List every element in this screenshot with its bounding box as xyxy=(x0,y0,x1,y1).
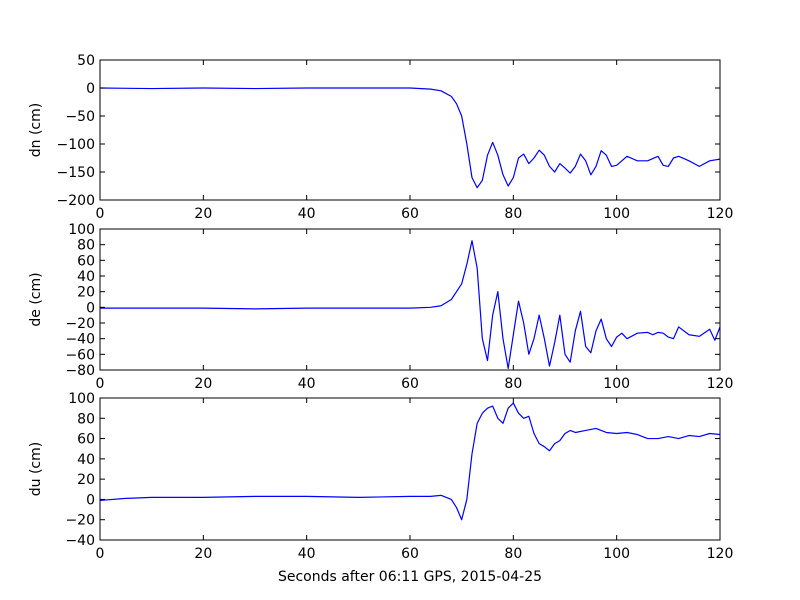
x-tick-label: 0 xyxy=(96,546,105,562)
y-tick-label: 20 xyxy=(77,472,95,488)
subplot-dn: 0 20 40 60 80 100 120 −200 −150 −100 −50 0 50 dn (cm) xyxy=(28,53,733,222)
x-tick-label: 80 xyxy=(504,546,522,562)
x-tick-label: 40 xyxy=(298,376,316,392)
y-tick-label: −50 xyxy=(65,109,95,125)
x-tick-label: 40 xyxy=(298,206,316,222)
x-tick-label: 80 xyxy=(504,206,522,222)
y-tick-label: 0 xyxy=(86,81,95,97)
y-tick-label: −40 xyxy=(65,332,95,348)
x-tick-label: 80 xyxy=(504,376,522,392)
plot-frame-dn xyxy=(99,59,721,201)
y-tick-label: −150 xyxy=(57,165,95,181)
y-tick-label: −80 xyxy=(65,363,95,379)
series-line-dn xyxy=(99,87,721,189)
y-axis-label-dn: dn (cm) xyxy=(28,103,44,157)
y-tick-label: 40 xyxy=(77,452,95,468)
x-tick-label: 120 xyxy=(707,376,734,392)
subplot-de: 0 20 40 60 80 100 120−80−60−40−20020406080100d… xyxy=(28,222,733,392)
x-tick-label: 20 xyxy=(194,546,212,562)
x-tick-label: 20 xyxy=(194,376,212,392)
y-tick-label: 20 xyxy=(77,285,95,301)
y-tick-label: 0 xyxy=(86,300,95,316)
y-tick-label: 80 xyxy=(77,411,95,427)
plot-frame-de xyxy=(99,228,721,371)
y-tick-label: −20 xyxy=(65,513,95,529)
series-line-du xyxy=(99,402,721,521)
y-tick-label: −200 xyxy=(57,193,95,209)
y-tick-label: 40 xyxy=(77,269,95,285)
subplot-du: 0 20 40 60 80 100 120 −40 −20 0 20 40 60 80 100 du (cm) xyxy=(28,391,733,562)
y-tick-label: 50 xyxy=(77,53,95,69)
y-tick-label: 80 xyxy=(77,238,95,254)
y-tick-label: −60 xyxy=(65,347,95,363)
y-tick-label: 100 xyxy=(68,391,95,407)
x-tick-label: 40 xyxy=(298,546,316,562)
x-tick-label: 100 xyxy=(603,206,630,222)
y-tick-label: 60 xyxy=(77,432,95,448)
x-tick-label: 100 xyxy=(603,376,630,392)
x-tick-label: 60 xyxy=(401,546,419,562)
y-tick-label: −40 xyxy=(65,533,95,549)
x-axis-label: Seconds after 06:11 GPS, 2015-04-25 xyxy=(278,569,542,585)
y-tick-label: 100 xyxy=(68,222,95,238)
x-tick-label: 60 xyxy=(401,376,419,392)
x-tick-label: 60 xyxy=(401,206,419,222)
y-tick-label: −20 xyxy=(65,316,95,332)
y-tick-label: 60 xyxy=(77,253,95,269)
y-tick-label: −100 xyxy=(57,137,95,153)
y-tick-label: 0 xyxy=(86,492,95,508)
series-line-de xyxy=(100,240,721,370)
x-tick-label: 0 xyxy=(96,376,105,392)
x-tick-label: 20 xyxy=(194,206,212,222)
x-tick-label: 120 xyxy=(707,206,734,222)
x-tick-label: 100 xyxy=(603,546,630,562)
plot-frame-du xyxy=(99,397,721,541)
y-axis-label-de: de (cm) xyxy=(28,272,44,326)
y-axis-label-du: du (cm) xyxy=(28,442,44,496)
x-tick-label: 120 xyxy=(707,546,734,562)
x-tick-label: 0 xyxy=(96,206,105,222)
